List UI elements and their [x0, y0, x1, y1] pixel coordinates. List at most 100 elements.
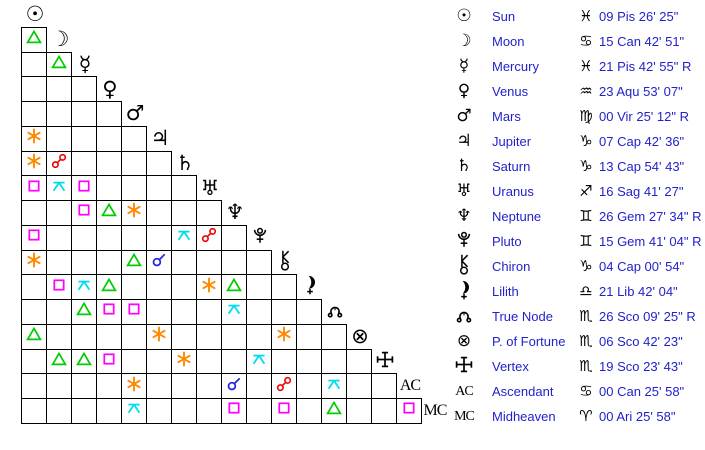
aspect-cell-p-of-fortune-mars: [121, 323, 147, 350]
venus-glyph-icon: ♀: [102, 76, 118, 101]
planet-position: 16 Sag 41' 27": [599, 184, 684, 199]
aspect-cell-chiron-jupiter: [146, 249, 172, 276]
square-icon: [51, 277, 67, 298]
aspect-cell-true-node-saturn: [171, 299, 197, 325]
aspect-cell-vertex-jupiter: [146, 348, 172, 375]
aspect-cell-ascendant-sun: [21, 373, 47, 399]
sextile-icon: [151, 326, 167, 347]
aspect-cell-ascendant-uranus: [196, 373, 222, 399]
aspect-cell-true-node-venus: [96, 299, 122, 325]
trine-icon: [26, 326, 42, 347]
planet-position: 15 Can 42' 51": [599, 34, 685, 49]
jupiter-glyph-icon: ♃: [456, 131, 472, 151]
aspect-cell-p-of-fortune-lilith: [296, 323, 322, 350]
true-node-glyph-icon: [456, 307, 472, 327]
square-icon: [401, 400, 417, 421]
pisces-sign-icon: ♓: [579, 7, 593, 25]
trine-icon: [76, 301, 92, 322]
aspect-cell-ascendant-moon: [46, 373, 72, 399]
aspect-cell-lilith-saturn: [171, 274, 197, 300]
scorpio-sign-icon: ♏: [579, 307, 593, 325]
scorpio-sign-icon: ♏: [579, 332, 593, 350]
quincunx-icon: [226, 301, 242, 322]
aspect-cell-uranus-mercury: [71, 175, 97, 201]
chiron-glyph-icon: [456, 254, 472, 279]
quincunx-icon: [51, 178, 67, 199]
grid-point-vertex: [371, 349, 399, 375]
aspect-cell-uranus-jupiter: [146, 175, 172, 201]
venus-glyph-icon: ♀: [457, 81, 471, 101]
aquarius-sign-icon: ♒: [579, 82, 593, 100]
grid-point-neptune: ♆: [221, 200, 249, 226]
planet-name: Uranus: [492, 184, 534, 199]
aspect-cell-chiron-uranus: [196, 249, 222, 276]
grid-point-saturn: ♄: [171, 151, 199, 177]
aspect-cell-chiron-neptune: [221, 249, 247, 276]
aspect-cell-vertex-sun: [21, 348, 47, 375]
uranus-glyph-icon: ♅: [200, 175, 220, 200]
aspect-cell-saturn-sun: [21, 150, 47, 177]
planet-name: True Node: [492, 309, 553, 324]
sextile-icon: [26, 128, 42, 149]
aspect-cell-midheaven-lilith: [296, 398, 322, 424]
cancer-sign-icon: ♋: [579, 32, 593, 50]
pluto-glyph-icon: [252, 226, 268, 250]
sextile-icon: [126, 376, 142, 397]
aspect-cell-chiron-venus: [96, 249, 122, 276]
aspect-cell-true-node-neptune: [221, 299, 247, 325]
position-row-chiron: Chiron ♑ 04 Cap 00' 54": [448, 254, 705, 279]
virgo-sign-icon: ♍: [579, 107, 593, 125]
jupiter-glyph-icon: ♃: [150, 126, 170, 151]
aspect-cell-p-of-fortune-moon: [46, 323, 72, 350]
aspect-cell-ascendant-mars: [121, 373, 147, 399]
aspect-cell-midheaven-neptune: [221, 398, 247, 424]
grid-point-true-node: [321, 299, 349, 325]
position-row-uranus: ♅ Uranus ♐ 16 Sag 41' 27": [448, 179, 705, 204]
aspect-cell-pluto-moon: [46, 224, 72, 251]
aspect-cell-uranus-sun: [21, 175, 47, 201]
planet-position: 13 Cap 54' 43": [599, 159, 685, 174]
aspect-cell-lilith-neptune: [221, 274, 247, 300]
aspect-cell-vertex-mercury: [71, 348, 97, 375]
grid-point-uranus: ♅: [196, 175, 224, 201]
aspect-cell-pluto-sun: [21, 224, 47, 251]
aspect-cell-lilith-jupiter: [146, 274, 172, 300]
aspect-cell-mars-sun: [21, 101, 47, 127]
aspect-cell-pluto-jupiter: [146, 224, 172, 251]
sextile-icon: [126, 202, 142, 223]
midheaven-glyph-icon: MC: [423, 401, 448, 419]
planet-position: 04 Cap 00' 54": [599, 259, 685, 274]
trine-icon: [226, 277, 242, 298]
aspect-cell-midheaven-uranus: [196, 398, 222, 424]
aspect-cell-true-node-pluto: [246, 299, 272, 325]
position-row-venus: ♀ Venus ♒ 23 Aqu 53' 07": [448, 79, 705, 104]
planet-name: Jupiter: [492, 134, 532, 149]
aspect-cell-vertex-venus: [96, 348, 122, 375]
planet-name: Lilith: [492, 284, 519, 299]
planet-name: Ascendant: [492, 384, 554, 399]
sextile-icon: [26, 252, 42, 273]
aspect-cell-p-of-fortune-venus: [96, 323, 122, 350]
ascendant-glyph-icon: AC: [399, 377, 421, 395]
position-row-mercury: ☿ Mercury ♓ 21 Pis 42' 55" R: [448, 54, 705, 79]
planet-name: Midheaven: [492, 409, 556, 424]
grid-point-pluto: [246, 225, 274, 251]
aspect-cell-chiron-pluto: [246, 249, 272, 276]
aspect-cell-chiron-mercury: [71, 249, 97, 276]
square-icon: [26, 178, 42, 199]
aspect-cell-saturn-mars: [121, 150, 147, 177]
quincunx-icon: [76, 277, 92, 298]
aspect-cell-pluto-uranus: [196, 224, 222, 251]
aspect-cell-vertex-p-of-fortune: [346, 348, 372, 375]
mars-glyph-icon: ♂: [456, 106, 472, 126]
aspect-cell-chiron-mars: [121, 249, 147, 276]
planet-position: 21 Lib 42' 04": [599, 284, 678, 299]
aspect-cell-venus-moon: [46, 76, 72, 102]
aspect-cell-midheaven-venus: [96, 398, 122, 424]
planet-name: Saturn: [492, 159, 531, 174]
aspect-cell-lilith-mars: [121, 274, 147, 300]
capricorn-sign-icon: ♑: [579, 132, 593, 150]
sextile-icon: [26, 153, 42, 174]
ascendant-glyph-icon: AC: [455, 383, 473, 399]
square-icon: [76, 202, 92, 223]
